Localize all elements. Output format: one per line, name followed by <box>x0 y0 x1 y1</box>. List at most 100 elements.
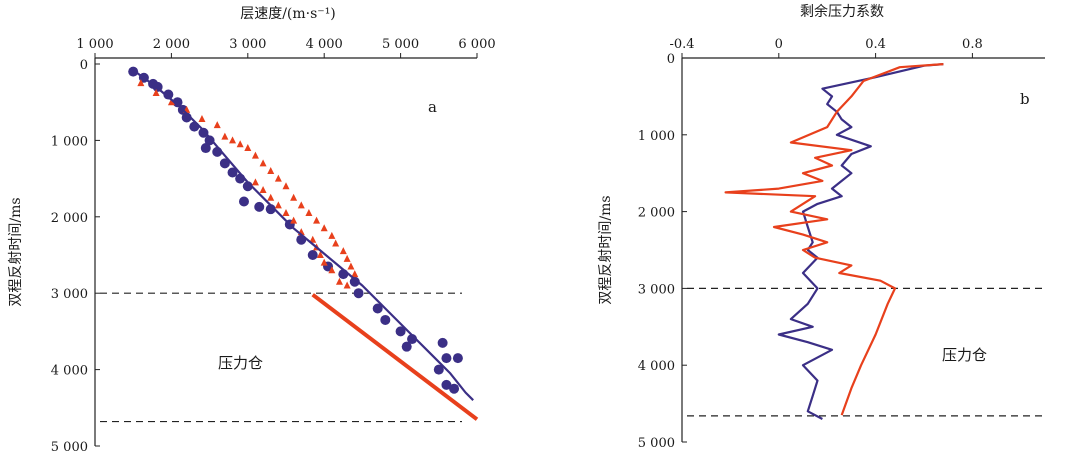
data-point-red <box>259 186 267 194</box>
data-point-red <box>137 79 145 87</box>
x-tick-label: -0.4 <box>669 37 694 52</box>
data-point-red <box>282 182 290 190</box>
panel-a-title: 层速度/(m·s⁻¹) <box>240 6 336 22</box>
data-point-red <box>167 98 175 106</box>
panel-a: 层速度/(m·s⁻¹) 1 000 2 000 3 000 4 000 5 000 6 0… <box>8 6 496 455</box>
data-point-blue <box>452 353 463 364</box>
x-tick-label: 4 000 <box>306 37 343 52</box>
data-point-red <box>267 193 275 201</box>
panel-a-marks <box>128 66 479 421</box>
data-point-blue <box>219 158 230 169</box>
panel-b-reference-lines <box>687 287 1045 417</box>
data-point-red <box>198 115 206 123</box>
y-tick-label: 1 000 <box>638 129 675 144</box>
data-point-red <box>282 208 290 216</box>
data-point-blue <box>227 167 238 178</box>
x-tick-label: 0.8 <box>962 37 983 52</box>
data-point-blue <box>307 250 318 260</box>
series-line-red <box>311 293 479 421</box>
data-point-red <box>267 166 275 174</box>
y-tick-label: 2 000 <box>51 211 88 226</box>
data-point-red <box>251 151 259 159</box>
panel-a-x-axis: 1 000 2 000 3 000 4 000 5 000 6 000 <box>76 37 496 58</box>
data-point-red <box>313 216 321 224</box>
data-point-red <box>259 159 267 167</box>
y-tick-label: 2 000 <box>638 206 675 221</box>
series-line-blue <box>132 69 474 401</box>
y-tick-label: 0 <box>667 52 675 67</box>
y-tick-label: 4 000 <box>638 359 675 374</box>
y-tick-label: 3 000 <box>638 282 675 297</box>
data-point-blue <box>204 135 215 146</box>
data-point-red <box>320 224 328 232</box>
data-point-red <box>328 266 336 274</box>
data-point-red <box>213 121 221 129</box>
data-point-red <box>332 239 340 247</box>
data-point-red <box>343 281 351 289</box>
data-point-red <box>290 193 298 201</box>
panel-b-x-axis: -0.4 0 0.4 0.8 <box>669 37 983 58</box>
panel-b-label: b <box>1020 90 1030 108</box>
data-point-red <box>297 201 305 209</box>
series-line-red <box>724 63 944 416</box>
data-point-red <box>152 89 160 97</box>
data-point-red <box>244 144 252 152</box>
data-point-blue <box>254 201 265 212</box>
data-point-blue <box>372 303 383 314</box>
data-point-red <box>320 258 328 266</box>
data-point-red <box>274 174 282 182</box>
data-point-red <box>335 277 343 285</box>
x-tick-label: 3 000 <box>229 37 266 52</box>
panel-b-y-axis: 0 1 000 2 000 3 000 4 000 5 000 <box>638 52 687 451</box>
panel-a-label: a <box>428 98 437 116</box>
data-point-blue <box>441 353 452 364</box>
panel-b-y-axis-label: 双程反射时间/ms <box>598 195 614 304</box>
data-point-blue <box>200 143 211 154</box>
data-point-red <box>316 251 324 258</box>
data-point-blue <box>349 276 360 287</box>
data-point-blue <box>449 383 460 394</box>
data-point-blue <box>437 337 448 348</box>
x-tick-label: 5 000 <box>382 37 419 52</box>
data-point-blue <box>433 364 444 375</box>
data-point-red <box>236 140 244 148</box>
data-point-red <box>290 216 298 224</box>
data-point-red <box>347 262 355 270</box>
panel-a-reference-lines <box>100 292 462 423</box>
x-tick-label: 1 000 <box>76 37 113 52</box>
y-tick-label: 5 000 <box>638 436 675 451</box>
data-point-red <box>305 208 313 216</box>
y-tick-label: 1 000 <box>51 134 88 149</box>
data-point-blue <box>189 121 200 132</box>
data-point-blue <box>238 196 249 207</box>
data-point-blue <box>163 89 174 100</box>
data-point-blue <box>441 379 452 390</box>
data-point-red <box>274 201 282 209</box>
x-tick-label: 6 000 <box>458 37 495 52</box>
data-point-red <box>328 231 336 239</box>
y-tick-label: 3 000 <box>51 287 88 302</box>
data-point-red <box>229 136 237 144</box>
y-tick-label: 0 <box>80 58 88 73</box>
panel-a-annotation: 压力仓 <box>218 354 263 372</box>
y-tick-label: 5 000 <box>51 440 88 455</box>
data-point-blue <box>353 288 364 299</box>
x-tick-label: 0.4 <box>865 37 886 52</box>
data-point-red <box>343 254 351 262</box>
data-point-blue <box>395 326 406 337</box>
data-point-blue <box>401 341 412 352</box>
data-point-blue <box>380 314 391 325</box>
y-tick-label: 4 000 <box>51 364 88 379</box>
panel-a-y-axis: 0 1 000 2 000 3 000 4 000 5 000 <box>51 58 100 455</box>
data-point-red <box>309 235 317 243</box>
panel-a-y-axis-label: 双程反射时间/ms <box>8 197 24 306</box>
x-tick-label: 0 <box>775 37 783 52</box>
data-point-red <box>351 270 359 278</box>
panel-b-annotation: 压力仓 <box>942 346 987 364</box>
data-point-red <box>339 247 347 255</box>
panel-b-marks <box>724 63 944 420</box>
data-point-red <box>221 132 229 140</box>
series-line-blue <box>777 63 944 420</box>
data-point-red <box>251 178 259 186</box>
